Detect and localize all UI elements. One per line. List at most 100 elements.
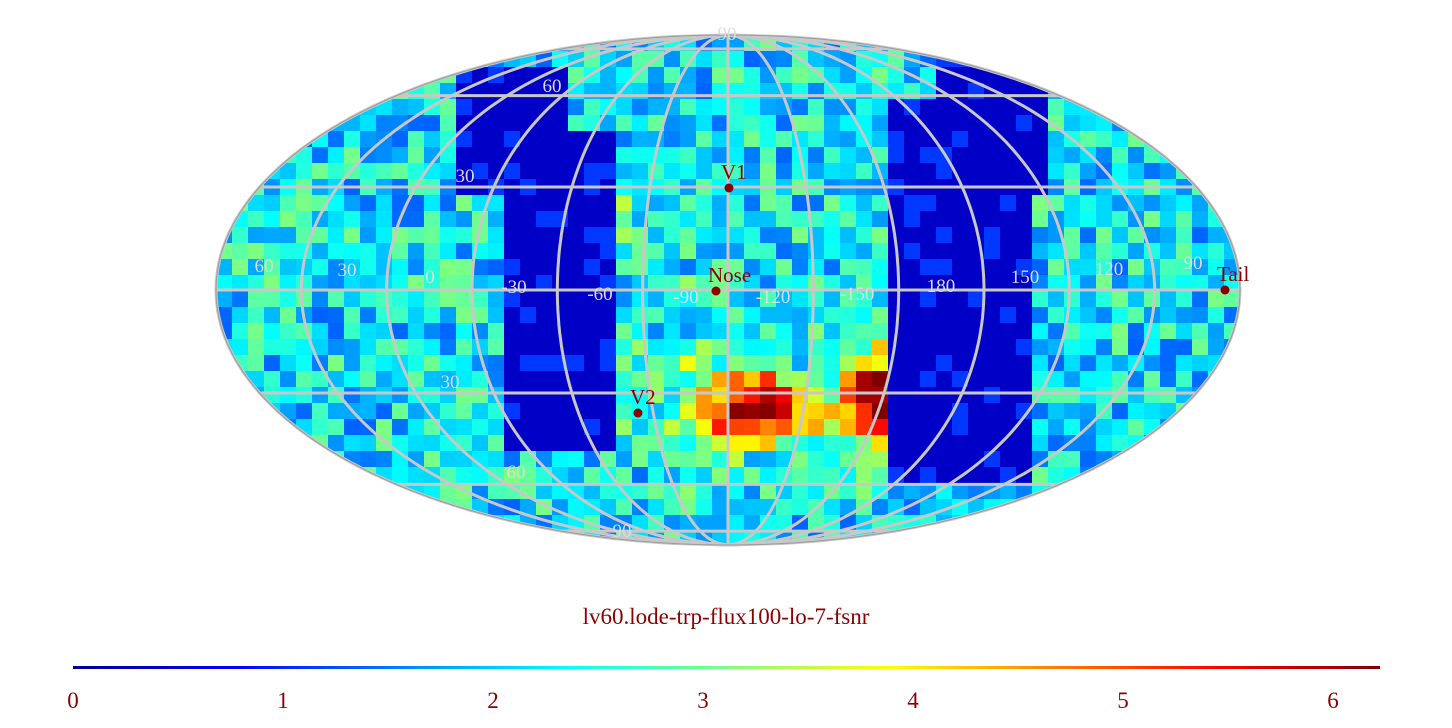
heatmap-cell [552, 147, 569, 164]
heatmap-cell [1240, 451, 1257, 468]
heatmap-cell [376, 227, 393, 244]
heatmap-cell [232, 419, 249, 436]
heatmap-cell [1096, 195, 1113, 212]
heatmap-cell [568, 227, 585, 244]
heatmap-cell [360, 227, 377, 244]
heatmap-cell [1000, 275, 1017, 292]
heatmap-cell [584, 387, 601, 404]
heatmap-cell [792, 451, 809, 468]
heatmap-cell [856, 243, 873, 260]
heatmap-cell [584, 195, 601, 212]
heatmap-cell [728, 355, 745, 372]
heatmap-cell [872, 483, 889, 500]
heatmap-cell [712, 355, 729, 372]
heatmap-cell [760, 35, 777, 36]
heatmap-cell [1224, 291, 1240, 308]
heatmap-cell [392, 67, 409, 84]
heatmap-cell [1224, 371, 1240, 388]
heatmap-cell [872, 451, 889, 468]
heatmap-cell [968, 131, 985, 148]
heatmap-cell [1160, 51, 1177, 68]
heatmap-cell [744, 115, 761, 132]
heatmap-cell [904, 483, 921, 500]
heatmap-cell [280, 83, 297, 100]
heatmap-cell [376, 387, 393, 404]
heatmap-cell [808, 547, 825, 564]
heatmap-cell [232, 547, 249, 564]
heatmap-cell [360, 35, 377, 52]
heatmap-cell [296, 163, 313, 180]
heatmap-cell [1016, 451, 1033, 468]
heatmap-cell [1240, 83, 1257, 100]
heatmap-cell [392, 323, 409, 340]
heatmap-cell [888, 547, 905, 564]
graticule-grid [214, 33, 1242, 547]
heatmap-cell [520, 227, 537, 244]
heatmap-cell [584, 547, 601, 564]
heatmap-cell [872, 435, 889, 452]
heatmap-cell [808, 99, 825, 116]
heatmap-cell [840, 67, 857, 84]
heatmap-cell [264, 531, 281, 545]
heatmap-cell [504, 99, 521, 116]
heatmap-cell [648, 67, 665, 84]
heatmap-cell [1096, 435, 1113, 452]
heatmap-cell [824, 67, 841, 84]
heatmap-cell [696, 483, 713, 500]
heatmap-cell [584, 371, 601, 388]
heatmap-cell [392, 403, 409, 420]
heatmap-cell [216, 179, 233, 196]
heatmap-cell [216, 451, 217, 468]
heatmap-cell [1128, 419, 1145, 436]
heatmap-cell [360, 371, 377, 388]
heatmap-cell [936, 307, 953, 324]
heatmap-cell [280, 211, 297, 228]
heatmap-cell [776, 67, 793, 84]
heatmap-cell [472, 419, 489, 436]
heatmap-cell [648, 355, 665, 372]
heatmap-cell [408, 67, 425, 84]
heatmap-cell [552, 35, 569, 36]
heatmap-cell [456, 195, 473, 212]
heatmap-cell [760, 211, 777, 228]
heatmap-cell [856, 275, 873, 292]
heatmap-cell [312, 163, 329, 180]
heatmap-cell [968, 435, 985, 452]
heatmap-cell [392, 275, 409, 292]
heatmap-cell [600, 227, 617, 244]
heatmap-cell [1224, 131, 1240, 148]
heatmap-cell [1096, 211, 1113, 228]
heatmap-cell [920, 467, 937, 484]
heatmap-cell [248, 291, 265, 308]
heatmap-cell [712, 67, 729, 84]
heatmap-cell [680, 99, 697, 116]
heatmap-cell [440, 371, 457, 388]
heatmap-cell [920, 435, 937, 452]
heatmap-cell [472, 515, 489, 532]
heatmap-cell [232, 115, 249, 132]
heatmap-cell [216, 99, 233, 116]
marker-point [724, 183, 734, 193]
heatmap-cell [680, 355, 697, 372]
heatmap-cell [312, 515, 329, 532]
heatmap-cell [744, 515, 761, 532]
heatmap-cell [584, 147, 601, 164]
heatmap-cell [392, 243, 409, 260]
heatmap-cell [856, 323, 873, 340]
heatmap-cell [472, 435, 489, 452]
heatmap-cell [616, 323, 633, 340]
heatmap-cell [904, 131, 921, 148]
heatmap-cell [1080, 115, 1097, 132]
heatmap-cell [808, 131, 825, 148]
heatmap-cell [904, 163, 921, 180]
heatmap-cell [440, 147, 457, 164]
heatmap-cell [792, 355, 809, 372]
heatmap-cell [744, 275, 761, 292]
heatmap-cell [696, 371, 713, 388]
heatmap-cell [296, 211, 313, 228]
heatmap-cell [1144, 387, 1161, 404]
heatmap-cell [824, 275, 841, 292]
heatmap-cell [1144, 339, 1161, 356]
heatmap-cell [1240, 467, 1257, 484]
heatmap-cell [888, 451, 905, 468]
